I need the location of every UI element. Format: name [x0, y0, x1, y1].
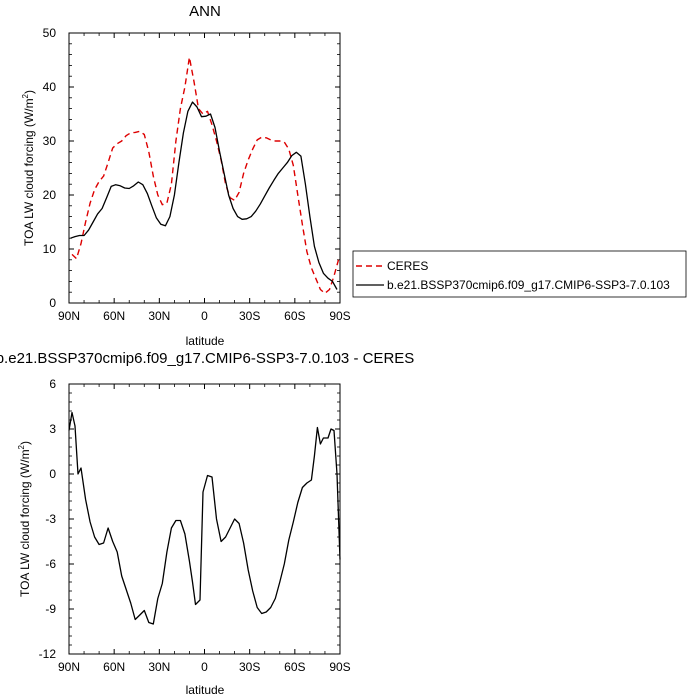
x-tick-label: 90S: [329, 660, 350, 674]
top-chart-title: ANN: [189, 3, 221, 20]
bottom-x-axis-label: latitude: [186, 683, 225, 697]
x-tick-label: 90S: [329, 309, 350, 323]
bottom-y-axis-label-sup: 2: [17, 444, 26, 449]
bottom-y-axis-label: TOA LW cloud forcing (W/m2): [17, 441, 32, 597]
x-tick-label: 60S: [284, 660, 305, 674]
y-tick-label: -9: [45, 602, 56, 616]
y-tick-label: 30: [43, 134, 57, 148]
top-y-axis-label: TOA LW cloud forcing (W/m2): [21, 90, 36, 246]
top-y-axis-label-main: TOA LW cloud forcing (W/m: [22, 98, 36, 246]
top-plot-frame: [68, 32, 341, 304]
bottom-y-axis-label-main: TOA LW cloud forcing (W/m: [18, 449, 32, 597]
legend-box: [352, 250, 687, 298]
bottom-y-axis: -12 -9 -6 -3 0 3 6: [39, 377, 340, 661]
top-y-axis: 0 10 20 30 40 50: [43, 26, 340, 310]
x-tick-label: 0: [201, 660, 208, 674]
x-tick-label: 30N: [148, 309, 170, 323]
bottom-x-axis: 90N 60N 30N 0 30S 60S 90S: [58, 384, 351, 674]
y-tick-label: 50: [43, 26, 57, 40]
y-tick-label: 6: [49, 377, 56, 391]
legend: CERES b.e21.BSSP370cmip6.f09_g17.CMIP6-S…: [352, 250, 687, 298]
bottom-y-axis-label-end: ): [18, 441, 32, 445]
top-y-axis-label-sup: 2: [21, 93, 30, 98]
top-panel: ANN 90N 60N 30N 0 30S 60S 90S 0 10 20 30 40 50 lati…: [21, 3, 687, 348]
y-tick-label: 3: [49, 422, 56, 436]
x-tick-label: 90N: [58, 660, 80, 674]
series-line-1-0: [68, 411, 341, 625]
y-tick-label: 0: [49, 296, 56, 310]
y-tick-label: -12: [39, 647, 57, 661]
bottom-plot-frame: [68, 383, 341, 655]
bottom-series-lines: [68, 411, 341, 625]
x-tick-label: 60N: [103, 309, 125, 323]
y-tick-label: 10: [43, 242, 57, 256]
x-tick-label: 0: [201, 309, 208, 323]
x-tick-label: 30S: [239, 309, 260, 323]
y-tick-label: -6: [45, 557, 56, 571]
x-tick-label: 30S: [239, 660, 260, 674]
x-tick-label: 90N: [58, 309, 80, 323]
y-tick-label: 0: [49, 467, 56, 481]
bottom-chart-title: b.e21.BSSP370cmip6.f09_g17.CMIP6-SSP3-7.…: [0, 350, 414, 367]
series-line-0-0: [71, 56, 340, 294]
y-tick-label: 20: [43, 188, 57, 202]
y-tick-label: -3: [45, 512, 56, 526]
x-tick-label: 60N: [103, 660, 125, 674]
top-series-lines: [70, 56, 340, 294]
top-x-axis-label: latitude: [186, 334, 225, 348]
bottom-panel: b.e21.BSSP370cmip6.f09_g17.CMIP6-SSP3-7.…: [0, 350, 414, 697]
legend-label-model: b.e21.BSSP370cmip6.f09_g17.CMIP6-SSP3-7.…: [387, 278, 670, 292]
series-line-0-1: [70, 101, 338, 290]
x-tick-label: 30N: [148, 660, 170, 674]
x-tick-label: 60S: [284, 309, 305, 323]
top-y-axis-label-end: ): [22, 90, 36, 94]
legend-label-ceres: CERES: [387, 259, 428, 273]
top-x-axis: 90N 60N 30N 0 30S 60S 90S: [58, 33, 351, 323]
y-tick-label: 40: [43, 80, 57, 94]
